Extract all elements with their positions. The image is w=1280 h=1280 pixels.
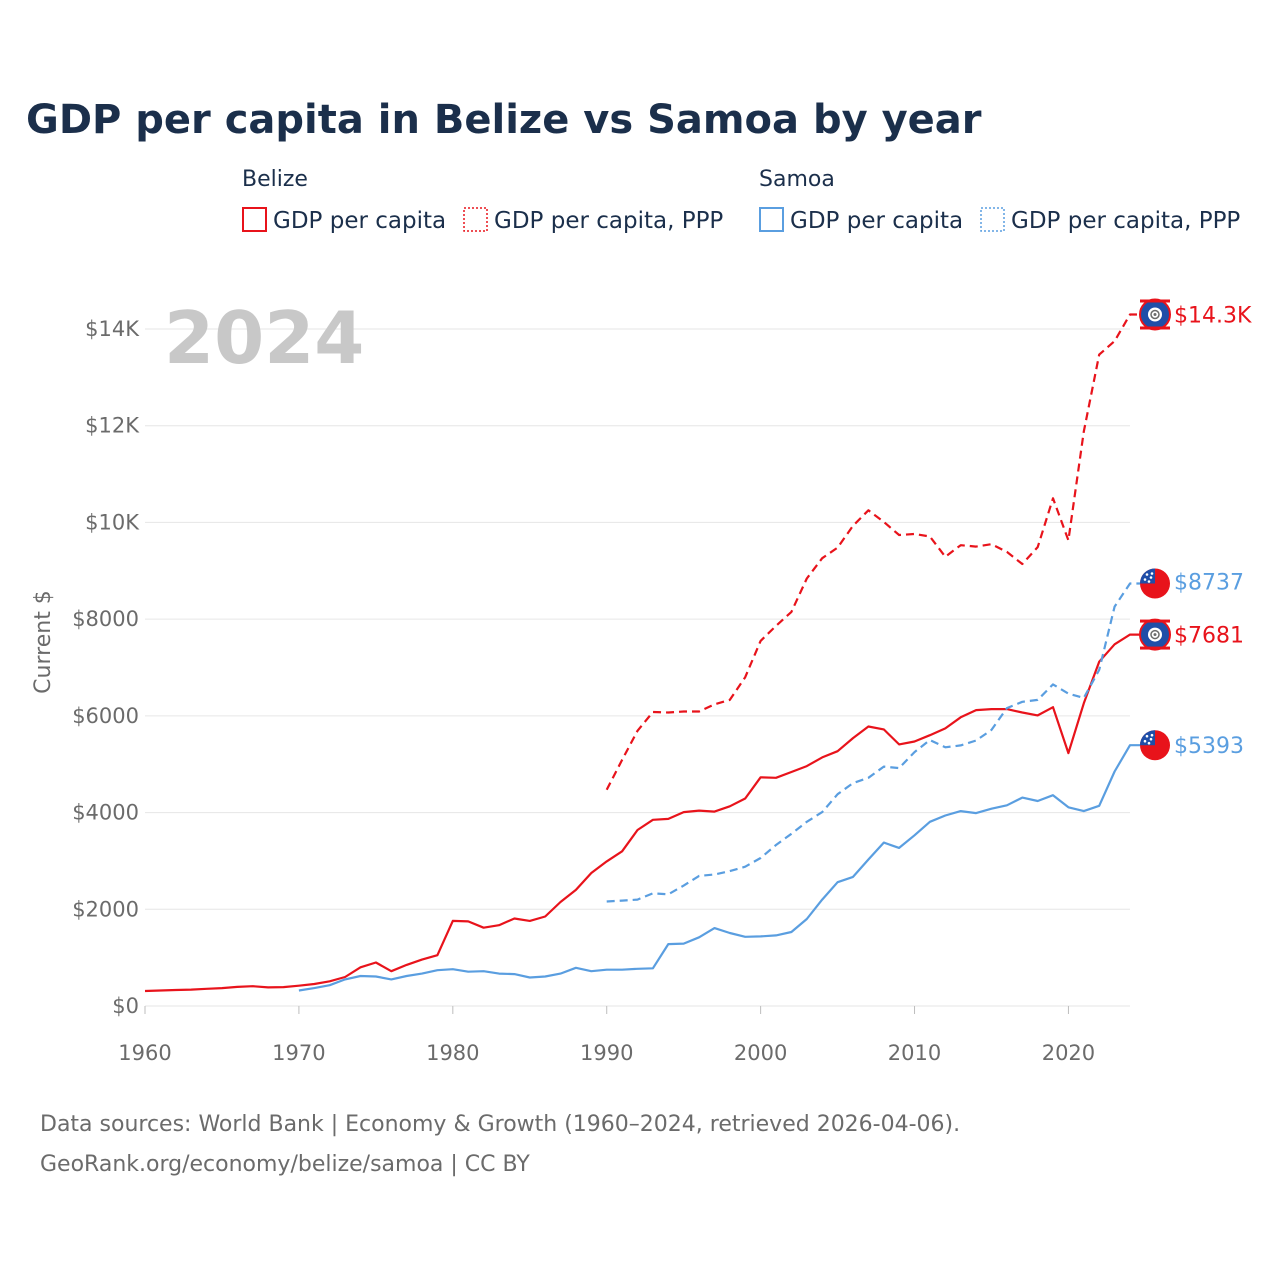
end-markers: $7681 $14.3K $5393 $8737 — [1139, 298, 1252, 761]
legend-swatch-belize-ppp — [463, 207, 488, 232]
legend-swatch-belize-gdp — [242, 207, 267, 232]
x-axis: 1960 1970 1980 1990 2000 2010 2020 — [118, 1006, 1095, 1065]
chart-title: GDP per capita in Belize vs Samoa by yea… — [26, 97, 982, 143]
x-tick-label: 1980 — [426, 1041, 479, 1065]
legend-label-samoa-gdp[interactable]: GDP per capita — [790, 208, 963, 234]
samoa-flag-icon — [1140, 730, 1170, 761]
x-tick-label: 1970 — [272, 1041, 325, 1065]
series-line-samoa-ppp[interactable] — [606, 582, 1140, 903]
x-tick-label: 2020 — [1042, 1041, 1095, 1065]
end-label-samoa-gdp: $5393 — [1174, 734, 1244, 759]
y-tick-label: $14K — [85, 317, 140, 341]
source-line-1: Data sources: World Bank | Economy & Gro… — [40, 1112, 960, 1137]
legend: Belize GDP per capita GDP per capita, PP… — [242, 167, 1240, 234]
legend-label-belize-gdp[interactable]: GDP per capita — [273, 208, 446, 234]
end-label-samoa-ppp: $8737 — [1174, 571, 1244, 596]
legend-group-belize: Belize — [242, 167, 308, 192]
source-line-2[interactable]: GeoRank.org/economy/belize/samoa | CC BY — [40, 1152, 530, 1177]
x-tick-label: 2000 — [734, 1041, 787, 1065]
y-tick-label: $8000 — [72, 607, 139, 631]
legend-label-samoa-ppp[interactable]: GDP per capita, PPP — [1011, 208, 1240, 234]
y-axis-label: Current $ — [31, 590, 56, 694]
y-tick-label: $4000 — [72, 801, 139, 825]
end-label-belize-ppp: $14.3K — [1174, 303, 1252, 328]
end-label-belize-gdp: $7681 — [1174, 624, 1244, 649]
legend-group-samoa: Samoa — [759, 167, 835, 192]
series — [144, 313, 1140, 993]
gridlines — [145, 328, 1130, 1007]
y-tick-label: $6000 — [72, 704, 139, 728]
belize-flag-icon — [1139, 298, 1171, 331]
x-tick-label: 2010 — [888, 1041, 941, 1065]
series-line-belize-gdp[interactable] — [144, 633, 1140, 993]
y-tick-label: $12K — [85, 414, 140, 438]
y-tick-label: $0 — [112, 994, 139, 1018]
series-line-samoa-gdp[interactable] — [298, 744, 1140, 992]
legend-swatch-samoa-ppp — [980, 207, 1005, 232]
year-watermark: 2024 — [164, 296, 364, 380]
x-tick-label: 1960 — [118, 1041, 171, 1065]
y-axis: $0 $2000 $4000 $6000 $8000 $10K $12K $14K — [72, 317, 140, 1018]
samoa-flag-icon — [1140, 568, 1170, 599]
x-tick-label: 1990 — [580, 1041, 633, 1065]
y-tick-label: $10K — [85, 510, 140, 534]
legend-swatch-samoa-gdp — [759, 207, 784, 232]
series-line-belize-ppp[interactable] — [605, 313, 1140, 791]
legend-label-belize-ppp[interactable]: GDP per capita, PPP — [494, 208, 723, 234]
y-tick-label: $2000 — [72, 897, 139, 921]
belize-flag-icon — [1139, 618, 1171, 651]
